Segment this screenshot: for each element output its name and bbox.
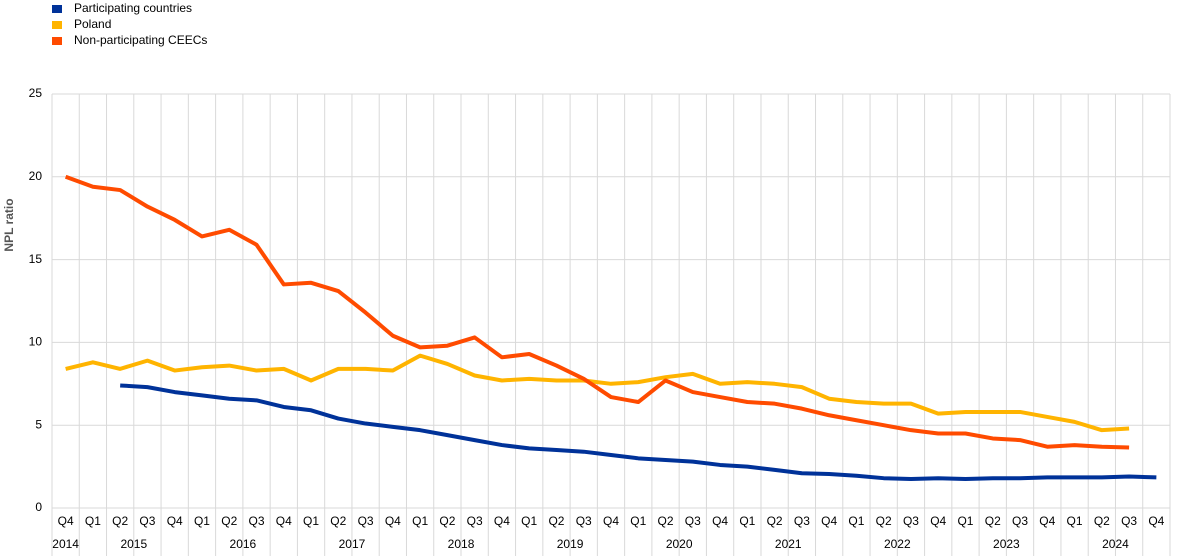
- x-tick-label: Q4: [494, 514, 510, 528]
- x-year-label: 2023: [993, 537, 1020, 551]
- x-tick-label: Q1: [412, 514, 428, 528]
- x-tick-label: Q4: [1148, 514, 1164, 528]
- x-tick-label: Q2: [767, 514, 783, 528]
- x-tick-label: Q3: [249, 514, 265, 528]
- x-tick-label: Q4: [712, 514, 728, 528]
- x-tick-label: Q1: [1067, 514, 1083, 528]
- x-tick-label: Q3: [1121, 514, 1137, 528]
- x-tick-label: Q1: [194, 514, 210, 528]
- y-tick-label: 5: [35, 417, 42, 431]
- x-tick-label: Q4: [167, 514, 183, 528]
- x-tick-label: Q2: [876, 514, 892, 528]
- x-year-label: 2020: [666, 537, 693, 551]
- x-tick-label: Q4: [385, 514, 401, 528]
- x-year-label: 2017: [339, 537, 366, 551]
- x-tick-label: Q1: [521, 514, 537, 528]
- y-axis-label: NPL ratio: [2, 198, 16, 251]
- x-tick-label: Q3: [1012, 514, 1028, 528]
- line-series: [120, 383, 1157, 482]
- x-tick-label: Q4: [58, 514, 74, 528]
- y-tick-label: 15: [29, 252, 43, 266]
- x-year-label: 2019: [557, 537, 584, 551]
- legend-swatch: [52, 37, 62, 45]
- x-year-label: 2018: [448, 537, 475, 551]
- legend-label: Non-participating CEECs: [74, 33, 207, 47]
- x-tick-label: Q3: [903, 514, 919, 528]
- x-tick-label: Q1: [957, 514, 973, 528]
- legend-swatch: [52, 5, 62, 13]
- x-year-label: 2022: [884, 537, 911, 551]
- x-year-label: 2016: [230, 537, 257, 551]
- x-tick-label: Q4: [603, 514, 619, 528]
- x-tick-label: Q1: [85, 514, 101, 528]
- x-tick-label: Q2: [112, 514, 128, 528]
- x-tick-label: Q3: [794, 514, 810, 528]
- x-tick-label: Q3: [358, 514, 374, 528]
- x-tick-label: Q4: [1039, 514, 1055, 528]
- x-tick-label: Q3: [139, 514, 155, 528]
- x-year-label: 2015: [120, 537, 147, 551]
- line-series: [64, 174, 1130, 450]
- x-tick-label: Q2: [439, 514, 455, 528]
- line-series: [65, 353, 1130, 433]
- legend-swatch: [52, 21, 62, 29]
- x-tick-label: Q2: [1094, 514, 1110, 528]
- x-tick-label: Q3: [576, 514, 592, 528]
- x-tick-label: Q3: [685, 514, 701, 528]
- y-tick-label: 0: [35, 500, 42, 514]
- y-tick-label: 20: [29, 169, 43, 183]
- x-tick-label: Q1: [739, 514, 755, 528]
- x-tick-label: Q1: [848, 514, 864, 528]
- x-tick-label: Q2: [330, 514, 346, 528]
- x-tick-label: Q4: [276, 514, 292, 528]
- x-tick-label: Q2: [221, 514, 237, 528]
- x-tick-label: Q2: [985, 514, 1001, 528]
- y-tick-label: 25: [29, 86, 43, 100]
- x-year-label: 2014: [52, 537, 79, 551]
- x-tick-label: Q2: [548, 514, 564, 528]
- y-tick-label: 10: [29, 335, 43, 349]
- x-year-label: 2024: [1102, 537, 1129, 551]
- legend-label: Participating countries: [74, 1, 192, 15]
- x-tick-label: Q1: [630, 514, 646, 528]
- x-tick-label: Q1: [303, 514, 319, 528]
- x-tick-label: Q4: [930, 514, 946, 528]
- legend-label: Poland: [74, 17, 111, 31]
- x-tick-label: Q4: [821, 514, 837, 528]
- x-tick-label: Q3: [467, 514, 483, 528]
- x-tick-label: Q2: [658, 514, 674, 528]
- x-year-label: 2021: [775, 537, 802, 551]
